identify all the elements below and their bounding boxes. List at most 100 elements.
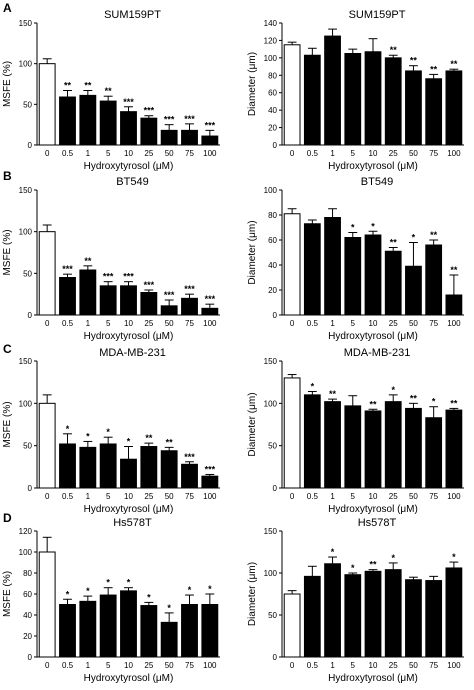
significance-label: ** <box>450 59 458 69</box>
x-tick-label: 100 <box>447 149 461 158</box>
significance-label: * <box>412 233 416 243</box>
bar <box>160 305 178 316</box>
x-tick-label: 25 <box>144 661 153 670</box>
significance-label: * <box>432 397 436 407</box>
x-tick-label: 75 <box>429 319 438 328</box>
y-tick-label: 60 <box>268 89 277 98</box>
significance-label: * <box>147 592 151 602</box>
x-axis-label: Hydroxytyrosol (μM) <box>328 673 418 684</box>
x-tick-label: 100 <box>203 492 217 501</box>
x-tick-label: 5 <box>351 319 356 328</box>
panel-letter: B <box>3 169 12 183</box>
y-tick-label: 0 <box>28 141 33 150</box>
bar <box>364 410 382 489</box>
significance-label: * <box>331 547 335 557</box>
x-tick-label: 10 <box>369 492 378 501</box>
significance-label: ** <box>430 230 438 240</box>
bar <box>160 450 178 489</box>
x-tick-label: 0.5 <box>307 492 319 501</box>
x-tick-label: 0 <box>290 319 295 328</box>
x-axis-label: Hydroxytyrosol (μM) <box>328 331 418 342</box>
significance-label: ** <box>430 64 438 74</box>
x-tick-label: 1 <box>86 319 91 328</box>
x-tick-label: 50 <box>409 319 418 328</box>
x-tick-label: 25 <box>389 661 398 670</box>
bar <box>120 111 137 146</box>
x-tick-label: 10 <box>369 319 378 328</box>
y-tick-label: 80 <box>268 211 277 220</box>
y-tick-label: 60 <box>268 236 277 245</box>
bar <box>38 63 56 146</box>
x-tick-label: 0.5 <box>62 492 74 501</box>
bar <box>303 394 321 489</box>
bar <box>425 78 443 146</box>
x-tick-label: 100 <box>447 492 461 501</box>
x-tick-label: 25 <box>144 492 153 501</box>
y-tick-label: 0 <box>273 311 278 320</box>
bar <box>303 223 321 316</box>
significance-label: ** <box>84 256 92 266</box>
x-tick-label: 5 <box>351 149 356 158</box>
bar <box>283 593 301 658</box>
bar <box>405 579 422 658</box>
bar <box>140 117 158 146</box>
bar <box>140 292 158 316</box>
significance-label: * <box>188 585 192 595</box>
significance-label: * <box>351 223 355 233</box>
significance-label: ** <box>145 433 153 443</box>
significance-label: ** <box>105 86 113 96</box>
significance-label: *** <box>184 452 195 462</box>
bar <box>344 53 362 146</box>
x-tick-label: 25 <box>144 319 153 328</box>
y-tick-label: 0 <box>273 141 278 150</box>
significance-label: *** <box>103 272 114 282</box>
significance-label: *** <box>205 120 216 130</box>
x-tick-label: 75 <box>185 661 194 670</box>
bar <box>181 463 198 489</box>
x-tick-label: 100 <box>447 319 461 328</box>
chart-title: Hs578T <box>113 517 152 529</box>
y-tick-label: 50 <box>23 442 32 451</box>
bar <box>405 407 422 489</box>
bar <box>120 458 137 489</box>
y-axis-label: Diameter (μm) <box>247 392 258 456</box>
chart-panel-1: A SUM159PT 0 50 100 150 MSFE (%) 0 ** 0.5 ** 1 ** 5 **… <box>2 1 220 172</box>
chart-panel-3: B BT549 0 50 100 150 MSFE (%) 0 *** 0.5 ** 1 *** 5 ***… <box>2 169 220 342</box>
x-tick-label: 75 <box>429 492 438 501</box>
bar <box>181 297 198 316</box>
y-tick-label: 100 <box>19 228 33 237</box>
x-tick-label: 0 <box>45 319 50 328</box>
y-axis-label: MSFE (%) <box>2 61 13 107</box>
bar <box>384 569 402 658</box>
y-tick-label: 150 <box>19 357 33 366</box>
bar <box>140 605 158 658</box>
bar <box>59 277 76 316</box>
x-tick-label: 25 <box>389 492 398 501</box>
x-tick-label: 1 <box>330 492 335 501</box>
significance-label: ** <box>64 81 72 91</box>
bar <box>283 213 301 316</box>
x-tick-label: 5 <box>106 661 111 670</box>
significance-label: ** <box>369 560 377 570</box>
x-tick-label: 0.5 <box>62 319 74 328</box>
y-tick-label: 50 <box>23 269 32 278</box>
significance-label: ** <box>450 265 458 275</box>
chart-title: SUM159PT <box>104 9 161 21</box>
x-tick-label: 5 <box>351 492 356 501</box>
x-tick-label: 0.5 <box>62 149 74 158</box>
bar <box>324 35 341 146</box>
bar <box>160 129 178 146</box>
significance-label: ** <box>329 389 337 399</box>
y-tick-label: 50 <box>268 611 277 620</box>
y-tick-label: 20 <box>268 286 277 295</box>
significance-label: *** <box>123 97 134 107</box>
x-tick-label: 0 <box>45 149 50 158</box>
significance-label: ** <box>410 393 418 403</box>
bar <box>445 294 463 316</box>
x-tick-label: 50 <box>165 492 174 501</box>
x-tick-label: 50 <box>409 149 418 158</box>
significance-label: * <box>66 589 70 599</box>
x-axis-label: Hydroxytyrosol (μM) <box>84 673 174 684</box>
